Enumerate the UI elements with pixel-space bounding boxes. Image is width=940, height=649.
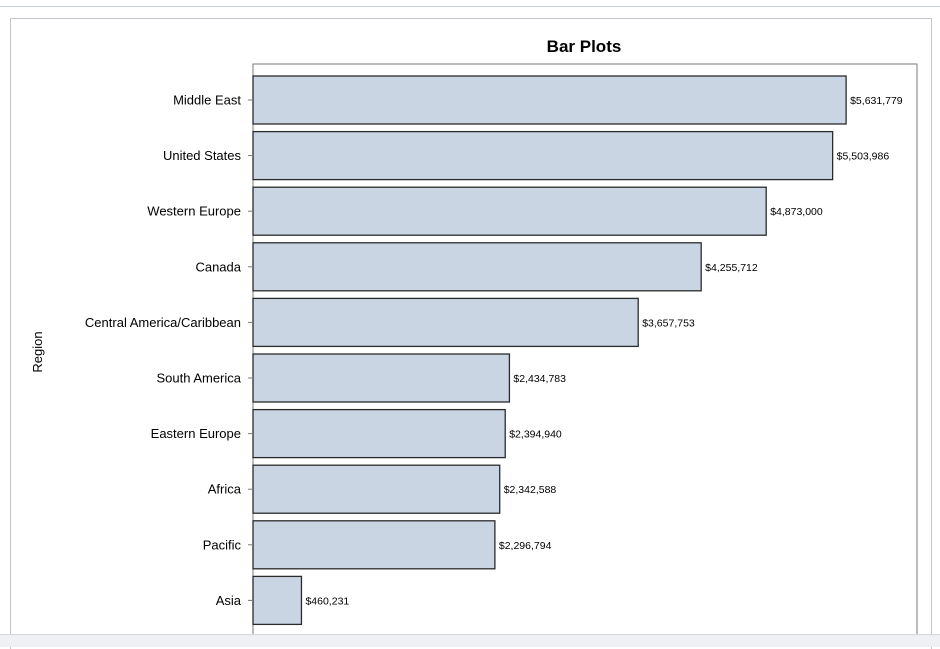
bar <box>252 75 847 125</box>
category-label: Canada <box>195 259 241 274</box>
bar <box>252 575 303 626</box>
data-label: $2,296,794 <box>499 540 552 552</box>
bar <box>252 130 834 181</box>
data-label: $2,434,783 <box>513 373 566 385</box>
data-label: $4,873,000 <box>770 206 823 218</box>
bar <box>252 353 511 403</box>
category-label: Pacific <box>203 537 242 552</box>
bar <box>252 520 496 570</box>
category-label: Asia <box>216 593 242 608</box>
bar <box>252 242 702 292</box>
plot-area: Middle East $5,631,779 United States $5,503… <box>85 63 918 634</box>
category-label: South America <box>156 371 241 386</box>
data-label: $2,394,940 <box>509 429 562 441</box>
y-axis-label: Region <box>30 331 45 372</box>
category-label: Eastern Europe <box>151 426 241 441</box>
data-label: $5,503,986 <box>837 151 890 163</box>
category-label: Middle East <box>173 93 241 108</box>
data-label: $2,342,588 <box>504 484 557 496</box>
bottom-strip <box>0 634 940 647</box>
chart-title: Bar Plots <box>547 37 622 56</box>
bar <box>252 408 506 459</box>
category-label: United States <box>163 148 242 163</box>
bar <box>252 297 639 348</box>
data-label: $4,255,712 <box>705 262 758 274</box>
category-label: Africa <box>208 482 242 497</box>
bar <box>252 186 767 236</box>
category-label: Central America/Caribbean <box>85 315 241 330</box>
top-rule <box>0 0 940 7</box>
data-label: $460,231 <box>305 595 349 607</box>
plot-border <box>252 63 918 634</box>
bar <box>252 464 501 514</box>
data-label: $3,657,753 <box>642 317 695 329</box>
data-label: $5,631,779 <box>850 95 903 107</box>
category-label: Western Europe <box>147 204 241 219</box>
